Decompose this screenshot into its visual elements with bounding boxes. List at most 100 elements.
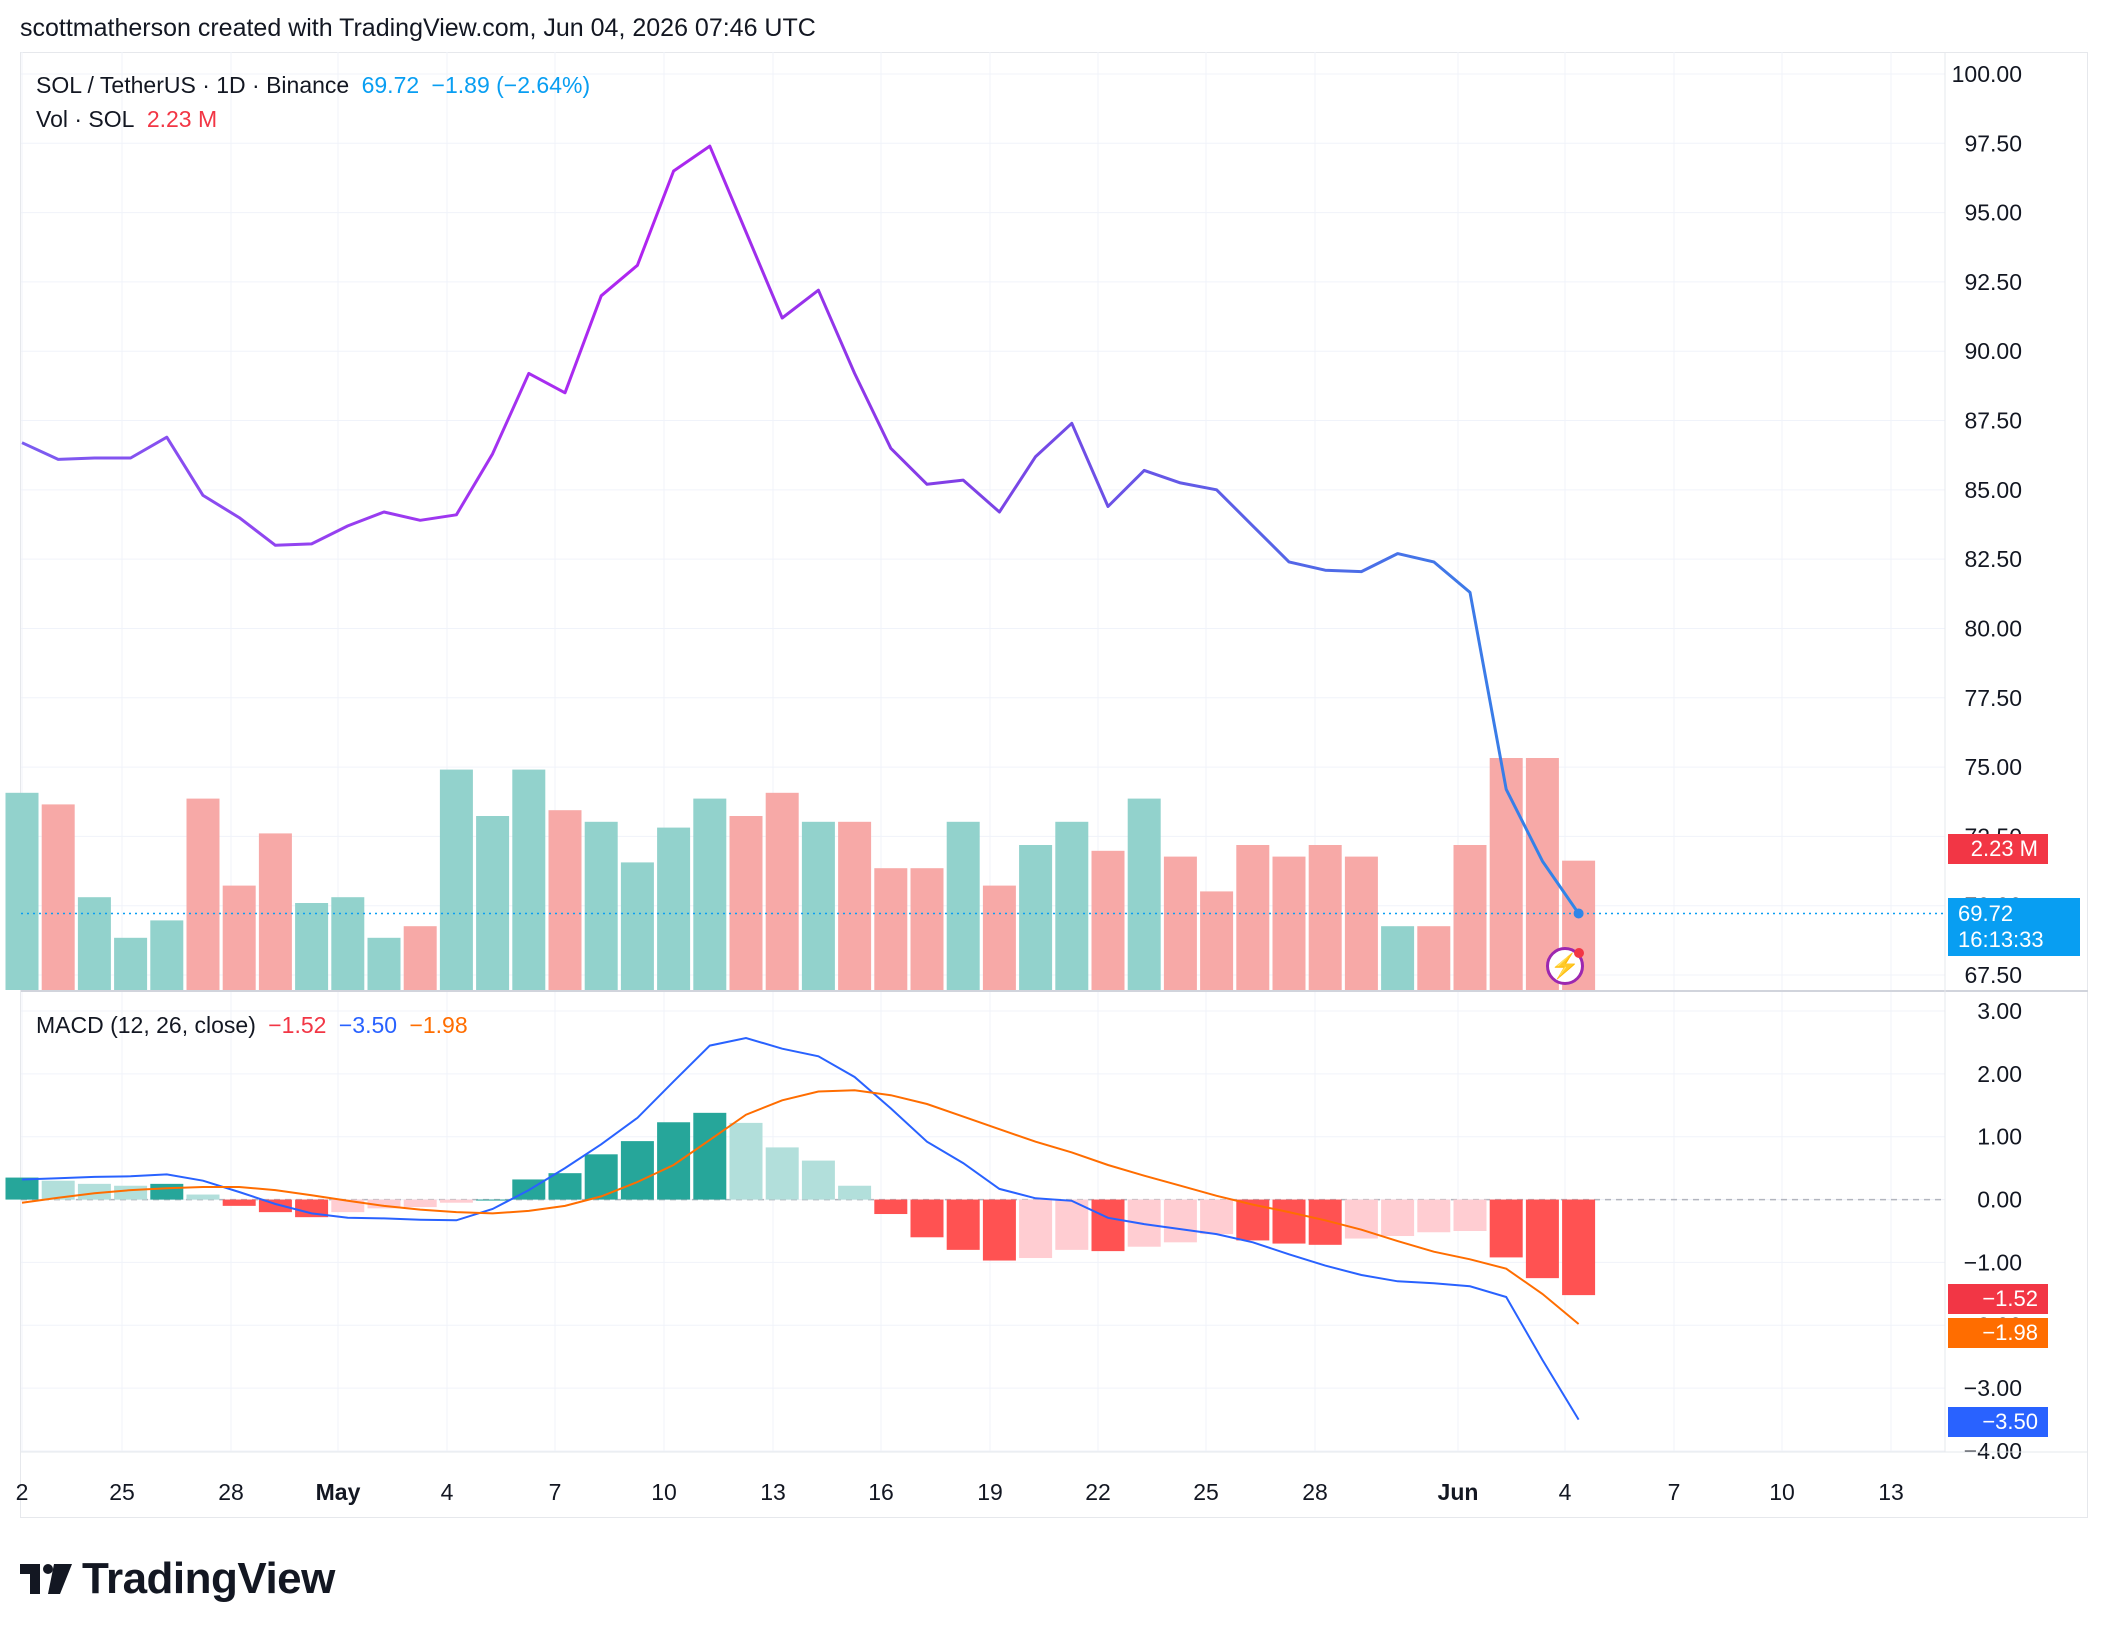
macd-histogram-bar	[114, 1185, 148, 1200]
macd-tick-label: 1.00	[1977, 1124, 2022, 1150]
volume-value: 2.23 M	[146, 106, 218, 132]
macd-tick-label: −3.00	[1964, 1375, 2022, 1401]
volume-bar	[946, 821, 980, 990]
symbol-legend[interactable]: SOL / TetherUS · 1D · Binance 69.72 −1.8…	[36, 72, 596, 99]
volume-bar	[295, 903, 329, 990]
volume-bar	[765, 792, 799, 990]
time-tick-label: 4	[441, 1479, 454, 1505]
time-tick-label: 16	[868, 1479, 894, 1505]
price-tick-label: 95.00	[1964, 200, 2022, 226]
macd-histogram-bar	[1200, 1199, 1234, 1235]
volume-bar	[838, 821, 872, 990]
volume-bar	[1055, 821, 1089, 990]
price-tick-label: 67.50	[1964, 962, 2022, 988]
macd-histogram-bar	[1562, 1199, 1596, 1296]
volume-bar	[1127, 798, 1161, 990]
macd-histogram-bar	[874, 1199, 908, 1215]
price-tick-label: 85.00	[1964, 477, 2022, 503]
volume-badge: 2.23 M	[1948, 834, 2048, 864]
tradingview-logo-text: TradingView	[82, 1554, 335, 1603]
volume-bar	[150, 920, 184, 990]
macd-histogram-bar	[693, 1112, 727, 1200]
macd-histogram-bar	[258, 1199, 292, 1213]
volume-bar	[186, 798, 220, 990]
volume-bar	[222, 885, 256, 990]
volume-bar	[367, 937, 401, 990]
macd-histogram-bar	[765, 1147, 799, 1200]
macd-line-value: −3.50	[338, 1012, 398, 1038]
macd-histogram-bar	[1236, 1199, 1270, 1241]
macd-histogram-bar	[150, 1183, 184, 1200]
time-tick-label: 19	[977, 1479, 1003, 1505]
signal-line	[21, 1089, 1580, 1325]
volume-bar	[1489, 758, 1523, 990]
volume-bar	[693, 798, 727, 990]
volume-bar	[439, 769, 473, 990]
macd-histogram-bar	[77, 1183, 111, 1200]
macd-histogram-bar	[1091, 1199, 1125, 1252]
volume-bar	[548, 810, 582, 990]
volume-bar	[1344, 856, 1378, 990]
macd-histogram-bar	[1525, 1199, 1559, 1279]
macd-histogram-bar	[1272, 1199, 1306, 1244]
tradingview-logo-icon	[20, 1564, 72, 1594]
macd-histogram-bar	[548, 1173, 582, 1200]
macd-histogram-bar	[1417, 1199, 1451, 1233]
macd-histogram-bar	[439, 1199, 473, 1203]
macd-histogram-bar	[838, 1185, 872, 1200]
macd-label: MACD (12, 26, close)	[36, 1012, 256, 1038]
time-tick-label: 25	[109, 1479, 135, 1505]
volume-bar	[5, 792, 39, 990]
macd-histogram-bar	[620, 1141, 654, 1200]
price-tick-label: 92.50	[1964, 269, 2022, 295]
macd-histogram-bar	[1489, 1199, 1523, 1258]
volume-bar	[403, 926, 437, 990]
macd-histogram-bar	[982, 1199, 1016, 1261]
price-tick-label: 77.50	[1964, 685, 2022, 711]
price-tick-label: 75.00	[1964, 754, 2022, 780]
volume-bar	[584, 821, 618, 990]
macd-histogram-bar	[1381, 1199, 1415, 1237]
macd-histogram-bar	[657, 1122, 691, 1200]
volume-bar	[729, 816, 763, 990]
volume-bar	[476, 816, 510, 990]
volume-legend[interactable]: Vol · SOL 2.23 M	[36, 106, 223, 133]
volume-bar	[258, 833, 292, 990]
macd-histogram-bar	[946, 1199, 980, 1250]
volume-bar	[657, 827, 691, 990]
volume-bar	[1308, 845, 1342, 990]
volume-bar	[1019, 845, 1053, 990]
macd-histogram-bar	[222, 1199, 256, 1206]
time-tick-label: Jun	[1438, 1479, 1479, 1505]
macd-signal-badge: −1.98	[1948, 1318, 2048, 1348]
symbol-label: SOL / TetherUS · 1D · Binance	[36, 72, 350, 98]
time-tick-label: 28	[218, 1479, 244, 1505]
macd-histogram-bar	[1308, 1199, 1342, 1245]
price-change: −1.89 (−2.64%)	[431, 72, 591, 98]
chart-attribution: scottmatherson created with TradingView.…	[20, 14, 816, 42]
macd-line-badge: −3.50	[1948, 1407, 2048, 1437]
price-tick-label: 87.50	[1964, 408, 2022, 434]
price-tick-label: 97.50	[1964, 130, 2022, 156]
lightning-icon[interactable]: ⚡	[1546, 947, 1584, 985]
price-badge: 69.72 16:13:33	[1948, 898, 2080, 956]
macd-histogram-bar	[801, 1160, 835, 1200]
volume-bar	[1453, 845, 1487, 990]
time-tick-label: 7	[1668, 1479, 1681, 1505]
volume-bar	[331, 897, 365, 990]
volume-bar	[1200, 891, 1234, 990]
price-badge-value: 69.72	[1958, 901, 2014, 926]
macd-histogram-bar	[1019, 1199, 1053, 1259]
macd-histogram-bar	[295, 1199, 329, 1218]
macd-legend[interactable]: MACD (12, 26, close) −1.52 −3.50 −1.98	[36, 1012, 474, 1039]
price-value: 69.72	[361, 72, 420, 98]
volume-bar	[41, 804, 75, 990]
macd-line	[21, 1036, 1580, 1421]
time-tick-label: 4	[1559, 1479, 1572, 1505]
macd-histogram-bar	[1163, 1199, 1197, 1243]
macd-histogram-bar	[1453, 1199, 1487, 1231]
volume-bar	[77, 897, 111, 990]
macd-histogram-bar	[729, 1122, 763, 1200]
volume-label: Vol · SOL	[36, 106, 135, 132]
